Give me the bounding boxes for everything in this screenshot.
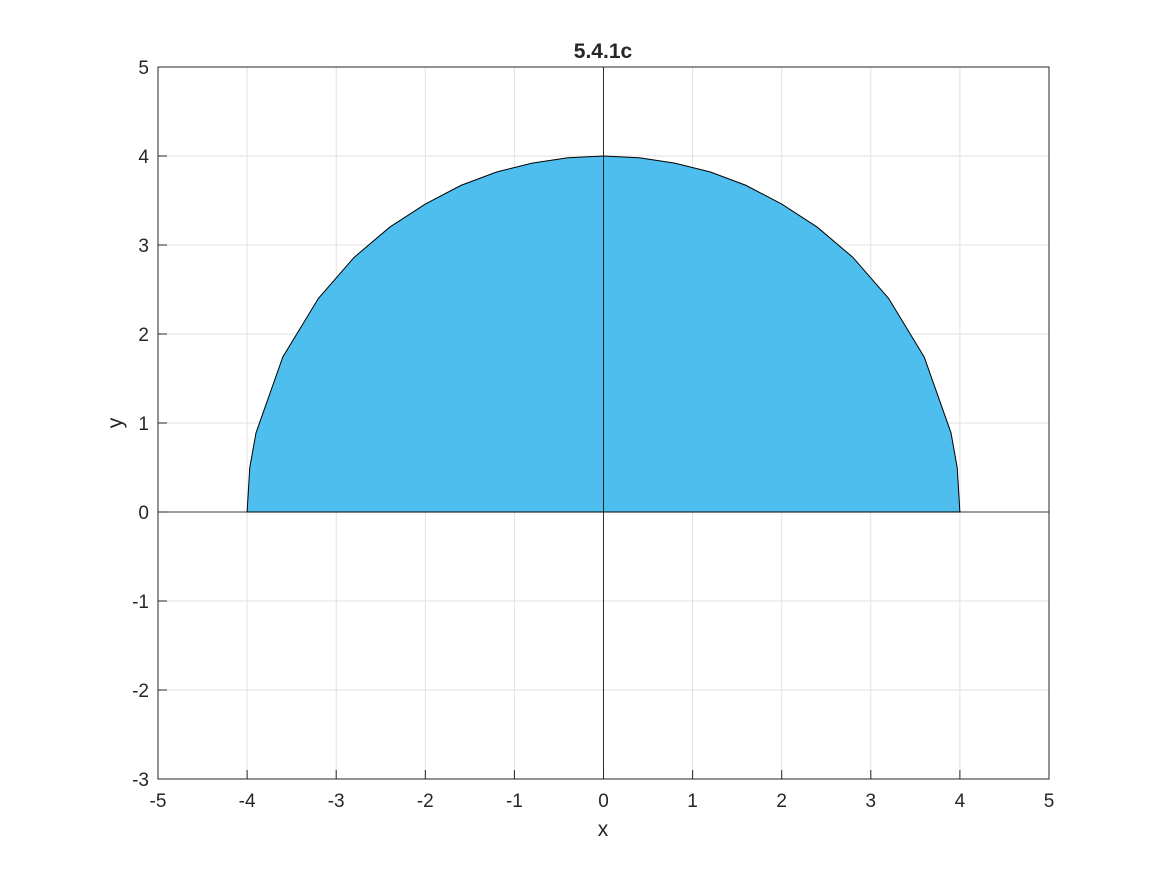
x-tick-label: -4 [239,791,256,812]
x-tick-label: 5 [1044,791,1055,812]
y-axis-label: y [104,417,127,428]
x-tick-label: -2 [417,791,434,812]
x-tick-label: -5 [150,791,167,812]
y-tick-label: 0 [138,503,149,524]
y-tick-label: 4 [138,147,149,168]
y-tick-label: 3 [138,236,149,257]
x-tick-label: -1 [506,791,523,812]
x-axis-label: x [598,818,609,841]
chart-title: 5.4.1c [574,40,633,63]
x-tick-labels: -5 -4 -3 -2 -1 0 1 2 3 4 5 [150,791,1055,812]
reference-lines [158,67,1049,779]
ticks [157,66,1050,780]
y-tick-label: 1 [138,414,149,435]
y-tick-label: 2 [138,325,149,346]
y-tick-label: 5 [138,58,149,79]
x-tick-label: 3 [866,791,877,812]
x-tick-label: 2 [776,791,787,812]
y-tick-label: -2 [132,681,149,702]
y-tick-label: -3 [132,770,149,791]
y-tick-label: -1 [132,592,149,613]
y-tick-labels: -3 -2 -1 0 1 2 3 4 5 [132,58,149,791]
x-tick-label: -3 [328,791,345,812]
x-tick-label: 4 [955,791,966,812]
x-tick-label: 1 [687,791,698,812]
x-tick-label: 0 [598,791,609,812]
